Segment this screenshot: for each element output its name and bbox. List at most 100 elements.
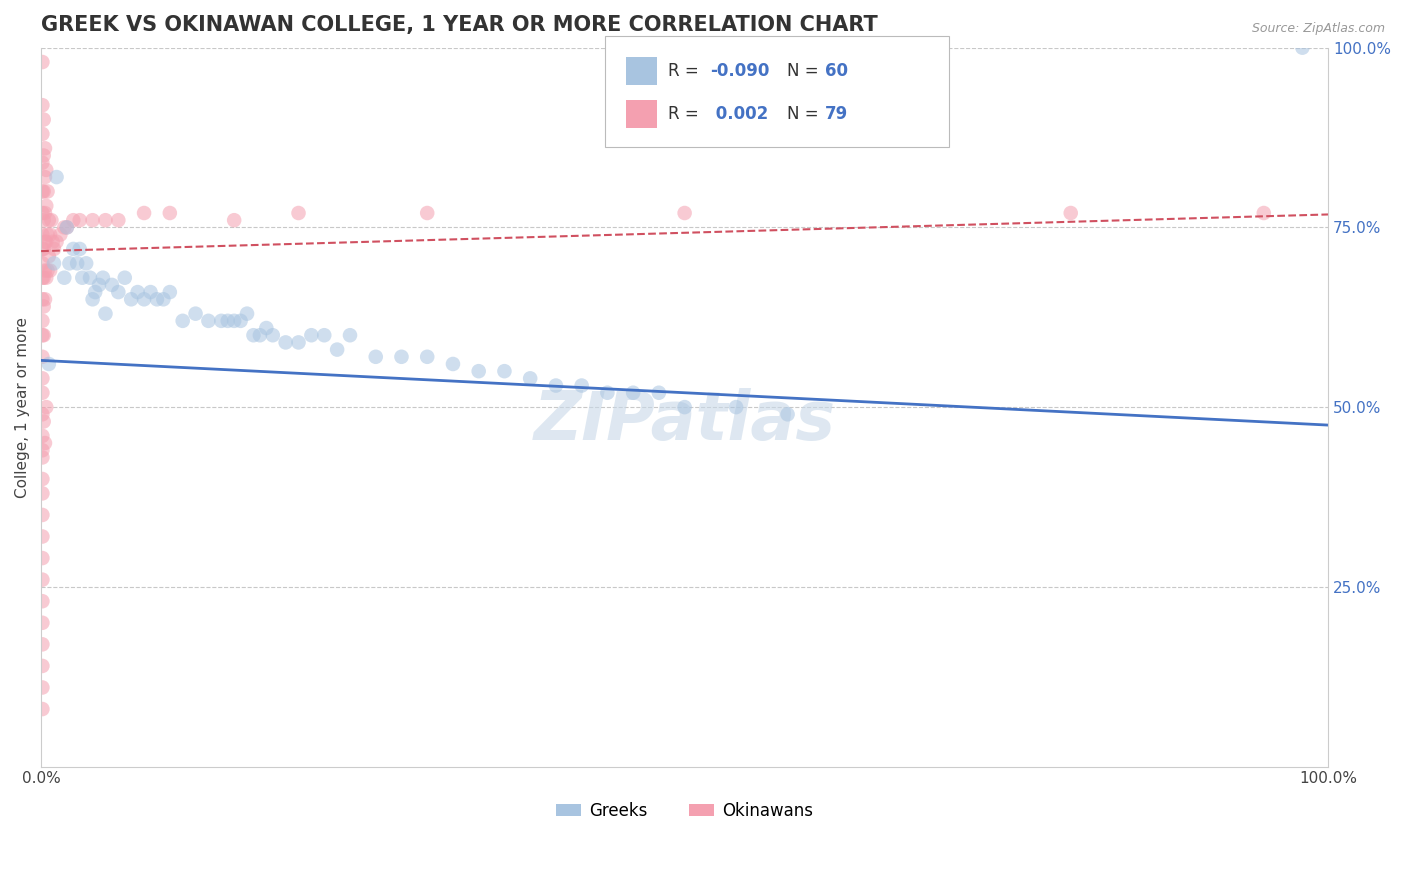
Point — [197, 314, 219, 328]
Point — [75, 256, 97, 270]
Point — [101, 277, 124, 292]
Point — [37, 185, 59, 199]
Point — [314, 328, 336, 343]
Point — [596, 385, 619, 400]
Point — [69, 242, 91, 256]
Text: 60: 60 — [825, 62, 848, 80]
Point — [416, 206, 439, 220]
Point — [42, 242, 65, 256]
Point — [32, 270, 55, 285]
Text: -0.090: -0.090 — [710, 62, 769, 80]
Point — [673, 206, 696, 220]
Text: R =: R = — [668, 62, 704, 80]
Point — [519, 371, 541, 385]
Point — [224, 213, 246, 227]
Point — [31, 227, 53, 242]
Point — [184, 307, 207, 321]
Legend: Greeks, Okinawans: Greeks, Okinawans — [550, 795, 820, 827]
Text: N =: N = — [787, 105, 824, 123]
Point — [72, 270, 94, 285]
Point — [224, 314, 246, 328]
Point — [32, 300, 55, 314]
Point — [494, 364, 516, 378]
Point — [31, 155, 53, 169]
Point — [66, 256, 89, 270]
Point — [132, 206, 155, 220]
Text: 79: 79 — [825, 105, 849, 123]
Point — [31, 242, 53, 256]
Point — [31, 450, 53, 465]
Point — [172, 314, 194, 328]
Point — [31, 637, 53, 651]
Text: Source: ZipAtlas.com: Source: ZipAtlas.com — [1251, 22, 1385, 36]
Point — [82, 213, 104, 227]
Point — [32, 112, 55, 127]
Point — [326, 343, 349, 357]
Point — [42, 256, 65, 270]
Point — [31, 407, 53, 421]
Point — [35, 235, 58, 249]
Point — [776, 407, 799, 421]
Point — [34, 235, 56, 249]
Point — [287, 335, 309, 350]
Point — [38, 249, 60, 263]
Point — [107, 213, 129, 227]
Point — [87, 277, 110, 292]
Point — [34, 293, 56, 307]
Point — [217, 314, 239, 328]
Point — [31, 551, 53, 566]
Point — [32, 213, 55, 227]
Text: ZIPatlas: ZIPatlas — [534, 389, 835, 455]
Point — [32, 415, 55, 429]
Point — [34, 170, 56, 185]
Point — [53, 220, 76, 235]
Point — [91, 270, 114, 285]
Point — [114, 270, 136, 285]
Point — [49, 227, 72, 242]
Point — [31, 702, 53, 716]
Point — [32, 242, 55, 256]
Point — [34, 141, 56, 155]
Point — [45, 235, 67, 249]
Text: GREEK VS OKINAWAN COLLEGE, 1 YEAR OR MORE CORRELATION CHART: GREEK VS OKINAWAN COLLEGE, 1 YEAR OR MOR… — [41, 15, 877, 35]
Point — [37, 263, 59, 277]
Point — [31, 185, 53, 199]
Point — [56, 220, 79, 235]
Point — [31, 98, 53, 112]
Point — [274, 335, 297, 350]
Point — [31, 659, 53, 673]
Point — [339, 328, 361, 343]
Point — [229, 314, 252, 328]
Point — [79, 270, 101, 285]
Point — [725, 400, 748, 414]
Point — [159, 285, 181, 299]
Point — [39, 227, 62, 242]
Point — [31, 443, 53, 458]
Point — [159, 206, 181, 220]
Point — [467, 364, 489, 378]
Point — [416, 350, 439, 364]
Point — [146, 293, 169, 307]
Point — [544, 378, 567, 392]
Point — [34, 263, 56, 277]
Point — [31, 615, 53, 630]
Point — [1291, 40, 1313, 54]
Point — [82, 293, 104, 307]
Y-axis label: College, 1 year or more: College, 1 year or more — [15, 317, 30, 498]
Point — [673, 400, 696, 414]
Point — [254, 321, 277, 335]
Point — [31, 206, 53, 220]
Point — [32, 185, 55, 199]
Point — [364, 350, 387, 364]
Point — [32, 328, 55, 343]
Point — [31, 429, 53, 443]
Point — [32, 148, 55, 162]
Point — [38, 213, 60, 227]
Point — [53, 270, 76, 285]
Point — [31, 328, 53, 343]
Point — [31, 385, 53, 400]
Point — [35, 162, 58, 177]
Point — [31, 55, 53, 70]
Point — [648, 385, 671, 400]
Point — [62, 213, 84, 227]
